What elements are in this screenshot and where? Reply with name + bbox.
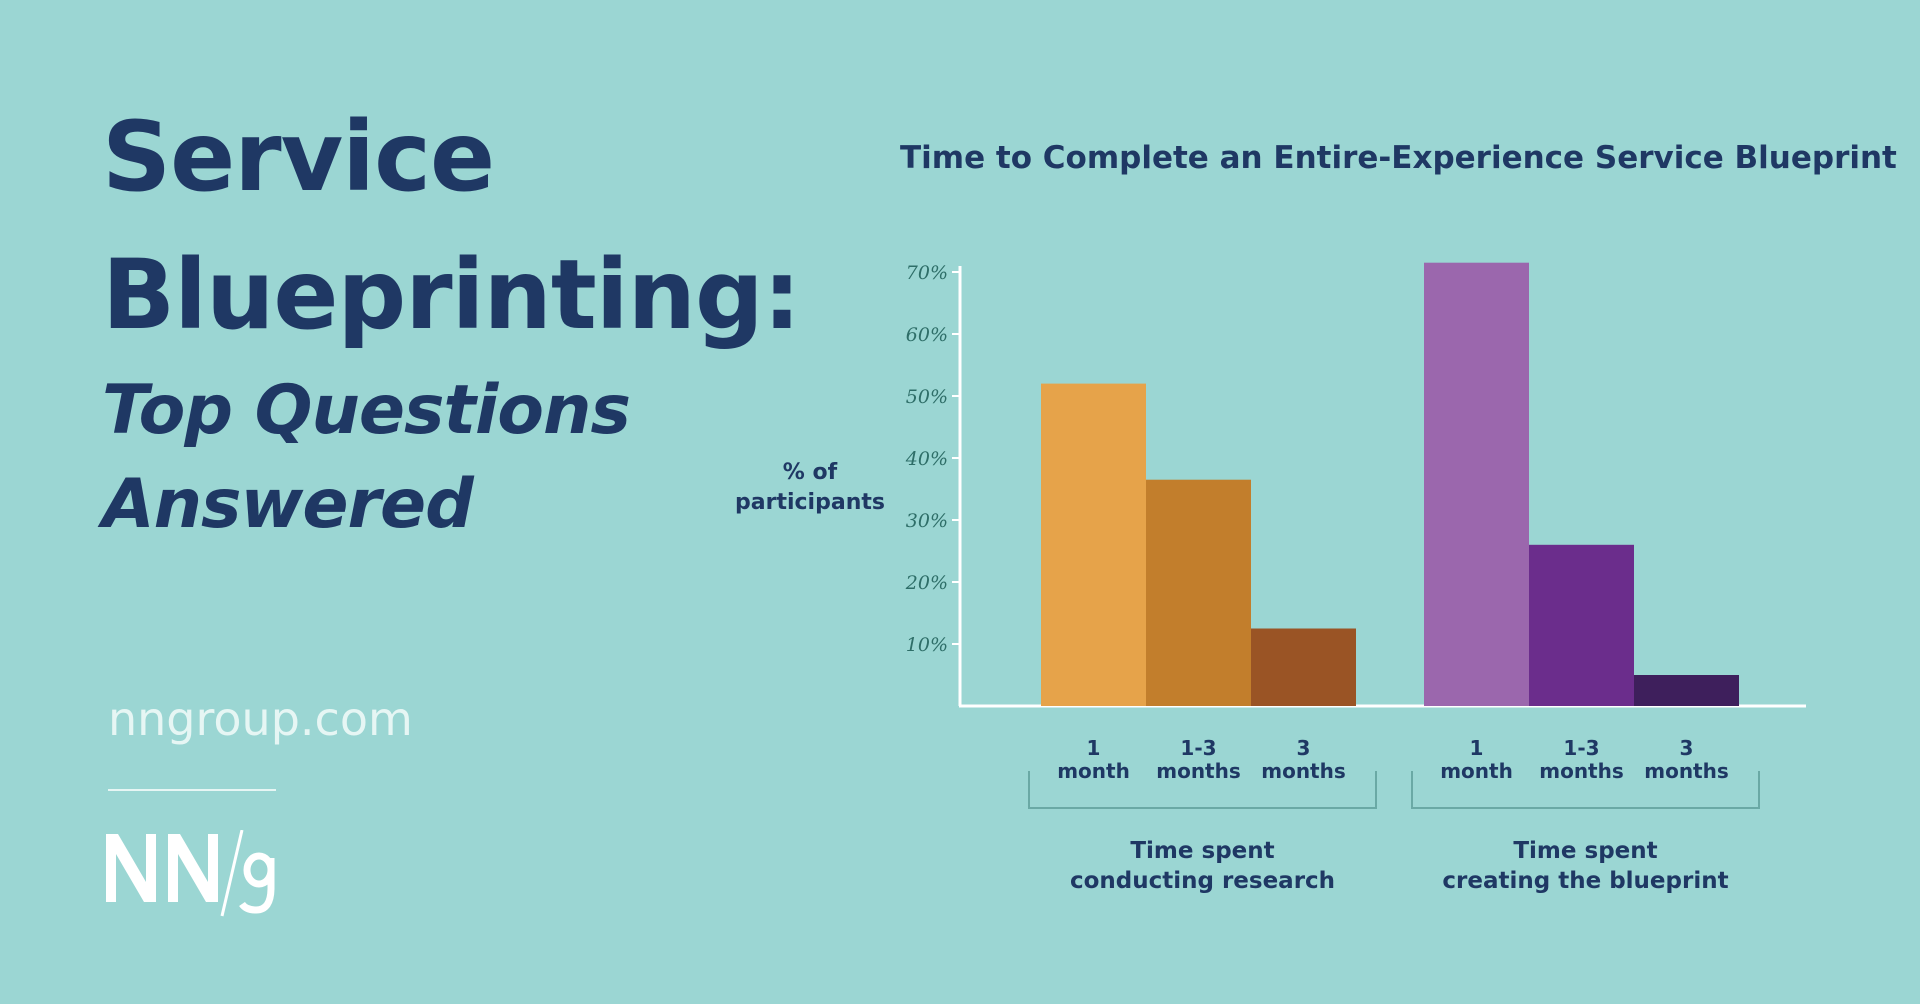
- bar: [1146, 479, 1251, 706]
- group-bracket: [1028, 771, 1377, 809]
- headline: Service Blueprinting: Top Questions Answ…: [102, 88, 801, 552]
- y-tick-label: 60%: [906, 324, 948, 346]
- x-category-label: months: [1644, 759, 1729, 783]
- group-label: Time spent: [1513, 838, 1657, 864]
- y-tick-label: 50%: [906, 386, 948, 408]
- site-url: nngroup.com: [108, 692, 413, 746]
- x-category-label: 1-3: [1180, 736, 1216, 760]
- headline-title-line1: Service: [102, 101, 495, 213]
- headline-subtitle-line2: Answered: [102, 465, 474, 544]
- y-axis-label: % of participants: [735, 460, 885, 515]
- y-tick-label: 20%: [905, 572, 948, 594]
- bar: [1041, 383, 1146, 706]
- chart-title: Time to Complete an Entire-Experience Se…: [900, 140, 1897, 176]
- group-label: creating the blueprint: [1442, 868, 1728, 894]
- y-tick-label: 10%: [906, 634, 948, 656]
- x-category-label: month: [1057, 759, 1130, 783]
- chart-bars: [1041, 262, 1739, 706]
- group-bracket: [1411, 771, 1760, 809]
- bar: [1634, 675, 1739, 706]
- nngroup-logo: [106, 830, 275, 917]
- footer-divider: [108, 789, 276, 791]
- x-category-label: months: [1156, 759, 1241, 783]
- x-category-label: 1-3: [1563, 736, 1599, 760]
- bar: [1529, 544, 1634, 706]
- x-category-label: months: [1539, 759, 1624, 783]
- x-category-label: month: [1440, 759, 1513, 783]
- headline-title-line2: Blueprinting:: [102, 239, 801, 351]
- x-category-label: 1: [1470, 736, 1484, 760]
- x-category-label: 3: [1680, 736, 1694, 760]
- bar: [1251, 628, 1356, 706]
- y-tick-label: 30%: [906, 510, 948, 532]
- bar: [1424, 262, 1529, 706]
- group-label: Time spent: [1130, 838, 1274, 864]
- y-tick-label: 40%: [905, 448, 948, 470]
- group-label: conducting research: [1070, 868, 1335, 894]
- x-category-label: 1: [1087, 736, 1101, 760]
- y-tick-label: 70%: [906, 262, 948, 284]
- headline-subtitle-line1: Top Questions: [102, 371, 631, 450]
- x-category-label: 3: [1297, 736, 1311, 760]
- x-category-label: months: [1261, 759, 1346, 783]
- chart-ticks: 10% 20% 30% 40% 50% 60% 70%: [905, 262, 960, 656]
